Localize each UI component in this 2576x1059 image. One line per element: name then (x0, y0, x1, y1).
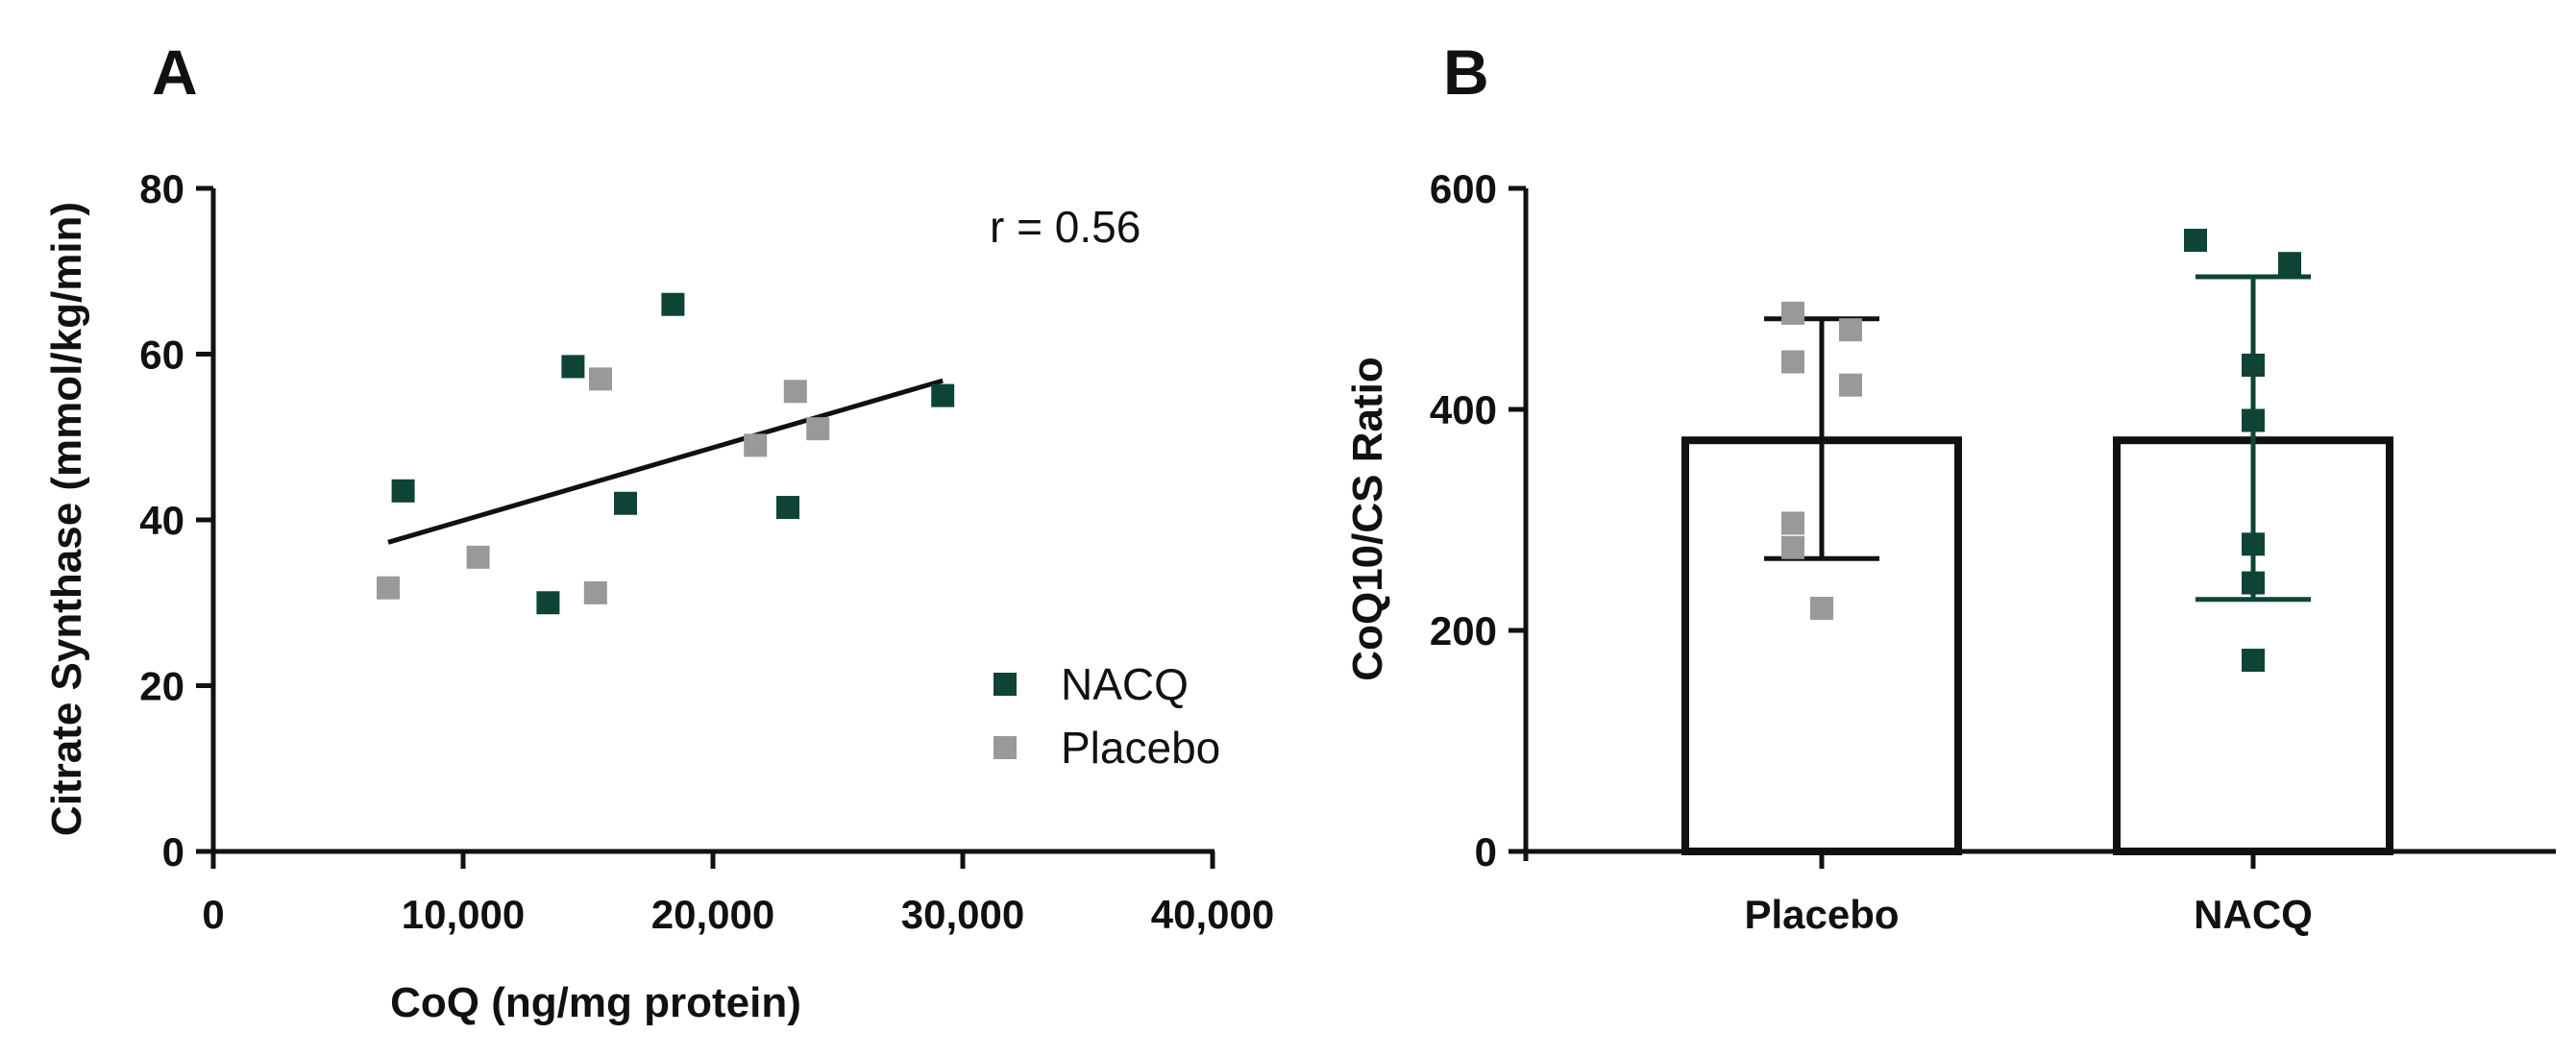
panel-b-letter: B (1443, 37, 1489, 108)
panel-b: B CoQ10/CS Ratio 0 200 400 600 Placebo NACQ (1344, 37, 2556, 937)
placebo-data-point (1781, 511, 1804, 535)
nacq-data-point (614, 491, 637, 515)
nacq-data-point (776, 496, 799, 520)
placebo-data-point (1810, 597, 1833, 620)
nacq-data-point (2242, 532, 2265, 556)
legend-label-placebo: Placebo (1061, 723, 1220, 773)
placebo-data-point (806, 417, 830, 441)
panel-a-x-tick-label: 30,000 (901, 892, 1024, 937)
nacq-data-point (2242, 408, 2265, 432)
correlation-annotation: r = 0.56 (990, 202, 1141, 252)
panel-a-x-tick-label: 20,000 (651, 892, 774, 937)
placebo-data-point (1781, 535, 1804, 559)
panel-a-x-tick-label: 10,000 (402, 892, 525, 937)
nacq-data-point (2242, 354, 2265, 377)
panel-a-x-tick-label: 0 (202, 892, 224, 937)
placebo-data-point (583, 580, 607, 604)
panel-b-y-tick-label: 600 (1430, 166, 1497, 211)
panel-b-y-axis-title: CoQ10/CS Ratio (1344, 357, 1391, 680)
placebo-data-point (1839, 318, 1862, 342)
category-label-nacq: NACQ (2194, 892, 2313, 937)
nacq-data-point (2242, 571, 2265, 595)
panel-a-x-axis-title: CoQ (ng/mg protein) (390, 979, 801, 1026)
nacq-data-point (536, 591, 560, 615)
panel-a: A r = 0.56 CoQ (ng/mg protein) Citrate S… (43, 37, 1274, 1026)
category-label-placebo: Placebo (1744, 892, 1899, 937)
placebo-data-point (783, 380, 807, 404)
panel-b-y-tick-label: 200 (1430, 608, 1497, 653)
panel-a-y-tick-label: 0 (162, 829, 184, 874)
nacq-data-point (2278, 252, 2301, 276)
panel-a-y-tick-label: 80 (139, 166, 184, 211)
placebo-data-point (466, 545, 490, 569)
placebo-data-point (589, 367, 612, 391)
nacq-data-point (2184, 229, 2207, 253)
panel-a-y-tick-label: 20 (139, 664, 184, 709)
panel-b-y-tick-label: 0 (1475, 829, 1497, 874)
panel-a-y-axis-title: Citrate Synthase (mmol/kg/min) (43, 202, 90, 836)
nacq-data-point (561, 355, 585, 379)
panel-a-letter: A (152, 37, 198, 108)
legend-marker-placebo (994, 736, 1017, 759)
legend-marker-nacq (994, 673, 1017, 696)
regression-line (387, 378, 944, 545)
panel-a-x-tick-label: 40,000 (1151, 892, 1274, 937)
placebo-data-point (1781, 350, 1804, 374)
nacq-data-point (931, 383, 955, 407)
placebo-data-point (744, 433, 768, 457)
panel-a-legend: NACQ Placebo (994, 659, 1220, 773)
nacq-data-point (2242, 649, 2265, 673)
nacq-data-point (391, 479, 415, 503)
placebo-data-point (1781, 301, 1804, 325)
legend-label-nacq: NACQ (1061, 659, 1189, 709)
placebo-data-point (1839, 373, 1862, 397)
placebo-data-point (377, 576, 400, 600)
panel-b-y-tick-label: 400 (1430, 387, 1497, 432)
panel-a-y-tick-label: 60 (139, 332, 184, 378)
panel-a-y-tick-label: 40 (139, 498, 184, 543)
nacq-data-point (661, 292, 685, 316)
